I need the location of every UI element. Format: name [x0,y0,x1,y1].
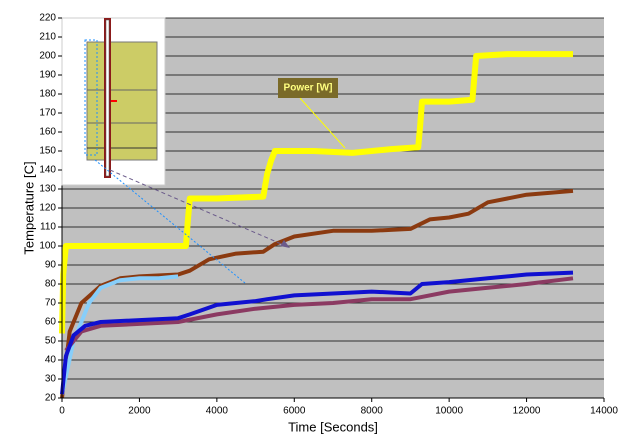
y-tick-label: 40 [45,355,57,366]
y-tick-label: 150 [39,146,56,157]
y-tick-label: 30 [45,374,57,385]
y-tick-label: 110 [40,222,56,233]
y-tick-label: 130 [39,184,56,195]
y-tick-label: 80 [45,279,57,290]
chart: Power [W] Time [Seconds] Temperature [C]… [0,0,630,438]
x-tick-label: 4000 [206,406,229,417]
y-tick-label: 160 [39,127,56,138]
y-tick-label: 120 [39,203,56,214]
y-tick-label: 50 [45,336,57,347]
inset-diagram [62,18,165,185]
y-tick-label: 180 [39,89,56,100]
y-tick-label: 60 [45,317,57,328]
x-tick-label: 12000 [513,406,541,417]
x-axis-title: Time [Seconds] [288,419,378,434]
y-tick-label: 100 [39,241,56,252]
y-axis-title: Temperature [C] [21,161,36,254]
y-tick-label: 190 [39,70,56,81]
x-tick-label: 14000 [590,406,618,417]
x-tick-label: 6000 [283,406,306,417]
y-tick-label: 170 [39,108,56,119]
annotation: Power [W] [284,83,333,94]
x-tick-label: 8000 [361,406,384,417]
y-tick-label: 210 [39,32,56,43]
y-tick-label: 140 [39,165,56,176]
x-tick-label: 10000 [435,406,463,417]
y-tick-label: 200 [39,51,56,62]
x-tick-label: 2000 [128,406,151,417]
y-tick-label: 20 [45,393,57,404]
y-tick-label: 90 [45,260,57,271]
x-tick-label: 0 [59,406,65,417]
y-tick-label: 70 [45,298,57,309]
y-tick-label: 220 [39,13,56,24]
